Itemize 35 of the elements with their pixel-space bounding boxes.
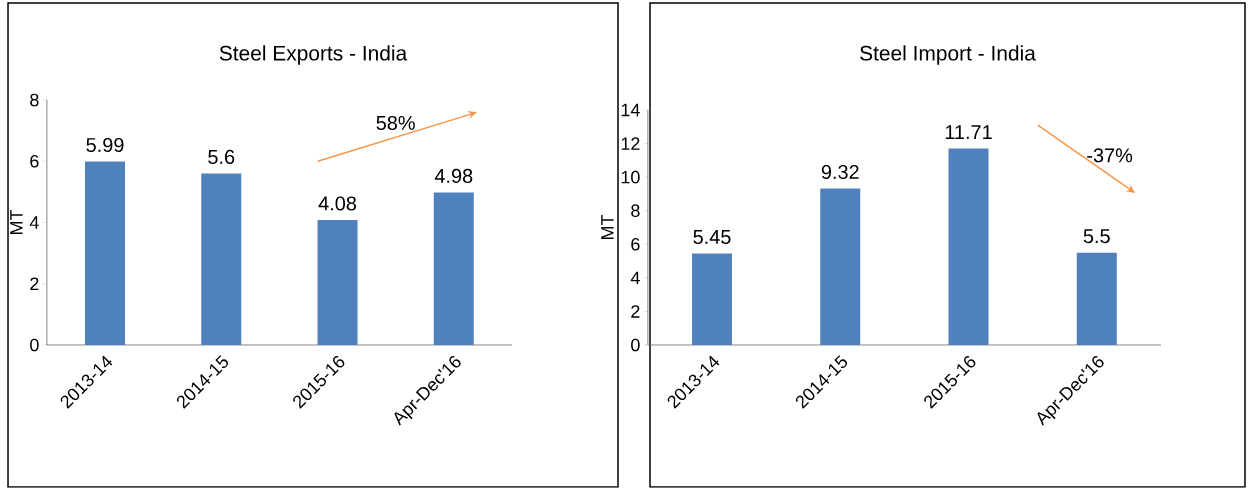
y-tick-label: 6 [30,155,39,168]
annotation: 58% [376,116,415,131]
y-tick-label: 4 [630,271,640,285]
bar [433,192,474,346]
annotation: -37% [1087,148,1133,163]
bar [692,253,733,346]
bar [317,220,358,346]
y-tick-label: 2 [631,305,640,318]
y-tick-label: 8 [631,204,640,218]
y-axis-title: MT [10,210,23,235]
y-tick-label: 6 [631,238,640,251]
data-label: 5.5 [1083,229,1110,244]
y-tick-label: 0 [631,338,640,352]
data-label: 9.32 [821,165,859,180]
chart-title: Steel Import - India [860,45,1036,65]
bar [948,148,989,346]
bar [201,173,242,346]
data-label: 5.99 [86,138,124,153]
y-tick-label: 14 [621,103,640,117]
data-label: 4.08 [318,196,357,211]
data-label: 5.45 [693,230,731,245]
data-label: 5.6 [208,150,235,165]
y-tick-label: 2 [30,277,39,291]
y-axis-title: MT [601,215,614,240]
y-tick-label: 12 [621,137,640,150]
y-tick-label: 4 [29,216,39,229]
bar [820,188,861,346]
bar [1076,252,1117,346]
y-tick-label: 10 [621,170,640,184]
data-label: 4.98 [434,168,473,184]
y-tick-label: 0 [30,338,39,352]
chart-title: Steel Exports - India [219,45,408,65]
data-label: 11.71 [945,125,992,140]
y-tick-label: 8 [30,93,39,107]
bar [85,161,126,346]
